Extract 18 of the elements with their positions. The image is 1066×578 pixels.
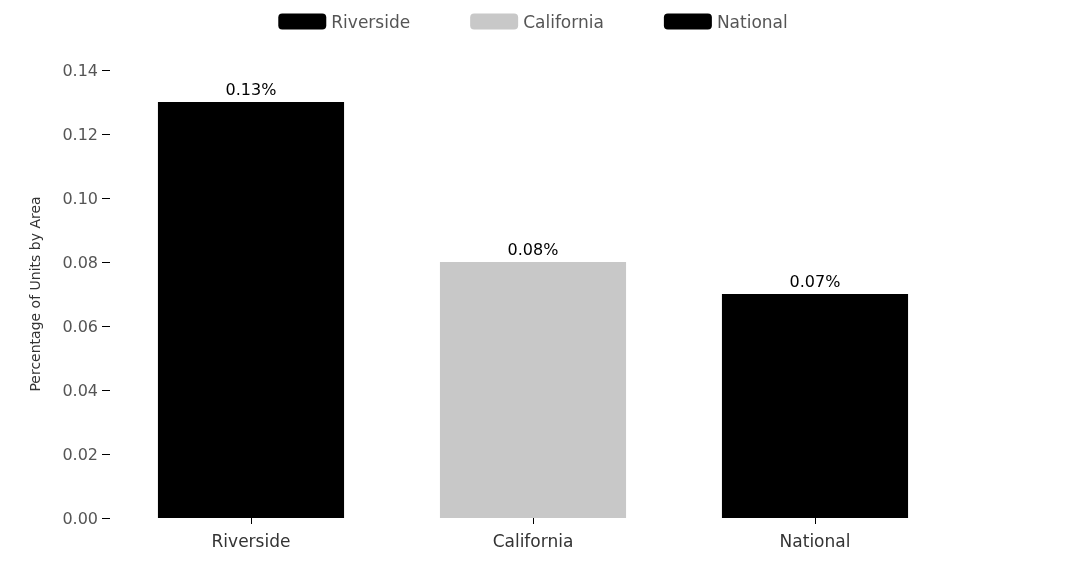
y-tick-label: 0.14 — [62, 60, 98, 80]
legend-label: Riverside — [331, 11, 411, 32]
y-tick-label: 0.04 — [62, 380, 98, 400]
y-tick-label: 0.06 — [62, 316, 98, 336]
y-tick-label: 0.00 — [62, 508, 98, 528]
x-tick-label: Riverside — [211, 530, 291, 551]
y-tick-label: 0.10 — [62, 188, 98, 208]
data-label: 0.08% — [507, 239, 559, 259]
y-axis-title: Percentage of Units by Area — [27, 196, 43, 392]
x-tick-label: National — [779, 530, 851, 551]
legend-label: California — [523, 11, 604, 32]
y-tick-label: 0.12 — [62, 124, 98, 144]
data-label: 0.13% — [225, 79, 277, 99]
data-label: 0.07% — [789, 271, 841, 291]
y-tick-label: 0.08 — [62, 252, 98, 272]
legend-label: National — [716, 11, 788, 32]
x-tick-label: California — [492, 530, 574, 551]
y-tick-label: 0.02 — [62, 444, 98, 464]
